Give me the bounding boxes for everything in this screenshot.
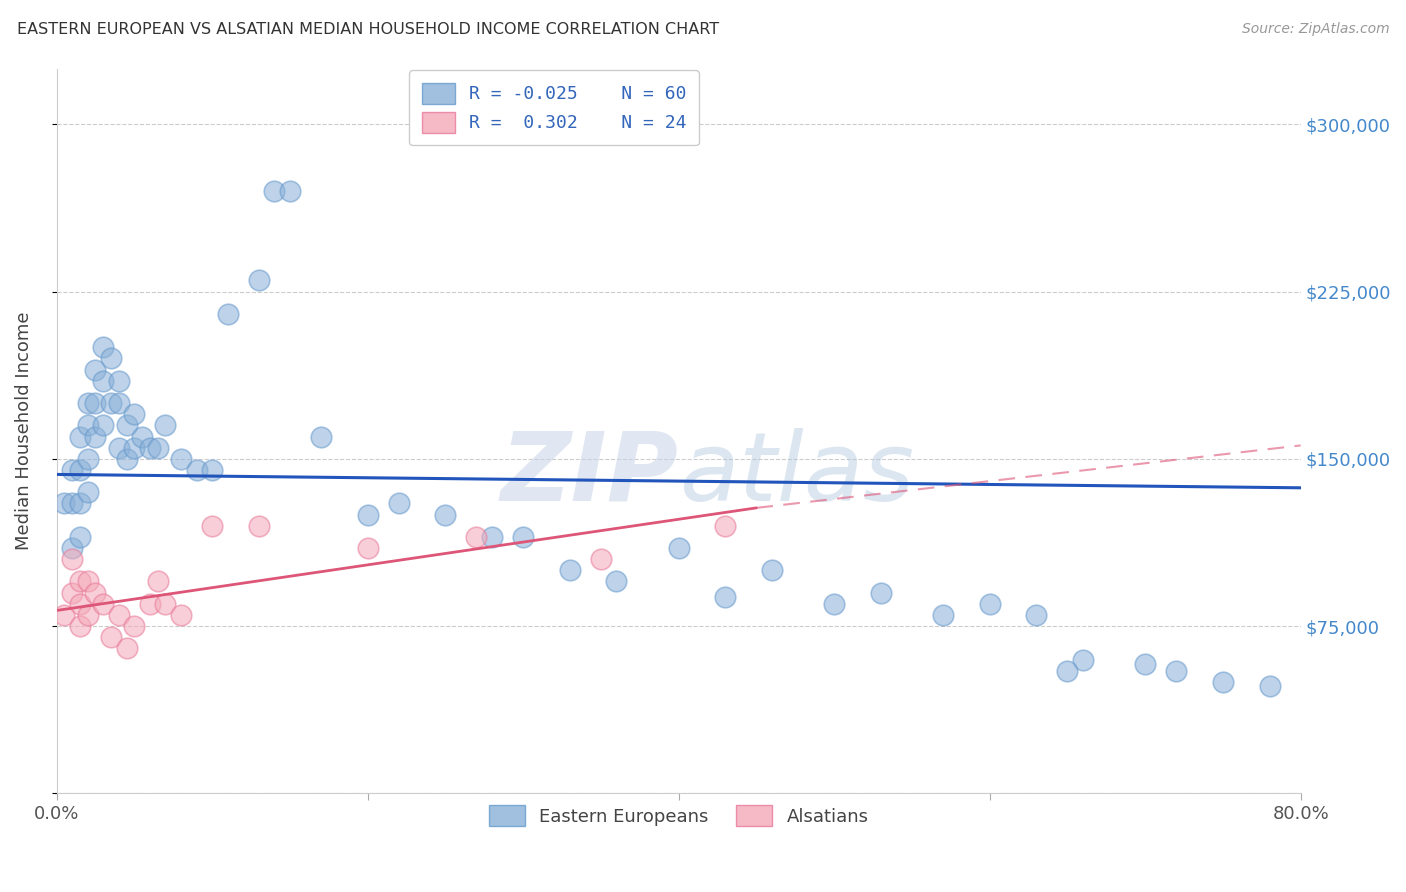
Point: [247, 518, 270, 533]
Point: [53, 607, 76, 622]
Point: [76, 396, 98, 410]
Point: [60, 463, 83, 477]
Point: [84, 362, 107, 376]
Point: [69, 463, 91, 477]
Point: [1025, 607, 1047, 622]
Point: [1258, 679, 1281, 693]
Point: [115, 641, 138, 656]
Point: [84, 429, 107, 443]
Point: [589, 552, 612, 566]
Point: [139, 597, 162, 611]
Point: [108, 374, 131, 388]
Point: [201, 463, 224, 477]
Point: [76, 574, 98, 589]
Point: [108, 607, 131, 622]
Point: [69, 574, 91, 589]
Point: [388, 496, 411, 510]
Point: [91, 597, 114, 611]
Point: [558, 563, 581, 577]
Point: [60, 585, 83, 599]
Y-axis label: Median Household Income: Median Household Income: [15, 311, 32, 550]
Point: [155, 597, 177, 611]
Point: [91, 340, 114, 354]
Point: [91, 418, 114, 433]
Point: [69, 597, 91, 611]
Point: [115, 451, 138, 466]
Point: [247, 273, 270, 287]
Point: [714, 518, 737, 533]
Point: [108, 396, 131, 410]
Point: [139, 441, 162, 455]
Point: [84, 585, 107, 599]
Point: [714, 590, 737, 604]
Point: [100, 396, 122, 410]
Point: [481, 530, 503, 544]
Point: [1056, 664, 1078, 678]
Point: [979, 597, 1001, 611]
Point: [186, 463, 208, 477]
Point: [131, 429, 153, 443]
Point: [605, 574, 627, 589]
Point: [60, 496, 83, 510]
Point: [1212, 674, 1234, 689]
Point: [91, 374, 114, 388]
Text: ZIP: ZIP: [501, 428, 679, 521]
Point: [201, 518, 224, 533]
Point: [84, 396, 107, 410]
Point: [465, 530, 488, 544]
Point: [60, 541, 83, 555]
Point: [124, 619, 146, 633]
Point: [124, 441, 146, 455]
Point: [1133, 657, 1156, 671]
Point: [1071, 652, 1094, 666]
Point: [100, 630, 122, 644]
Legend: Eastern Europeans, Alsatians: Eastern Europeans, Alsatians: [479, 797, 877, 835]
Text: atlas: atlas: [679, 428, 914, 521]
Point: [69, 496, 91, 510]
Point: [434, 508, 457, 522]
Point: [1166, 664, 1188, 678]
Point: [668, 541, 690, 555]
Point: [155, 418, 177, 433]
Point: [69, 530, 91, 544]
Point: [60, 552, 83, 566]
Point: [69, 429, 91, 443]
Point: [76, 607, 98, 622]
Point: [309, 429, 332, 443]
Point: [356, 508, 378, 522]
Point: [761, 563, 783, 577]
Point: [108, 441, 131, 455]
Point: [356, 541, 378, 555]
Point: [124, 407, 146, 421]
Point: [869, 585, 891, 599]
Point: [217, 307, 239, 321]
Point: [146, 574, 169, 589]
Point: [823, 597, 845, 611]
Point: [170, 451, 193, 466]
Point: [53, 496, 76, 510]
Point: [76, 418, 98, 433]
Point: [76, 451, 98, 466]
Point: [115, 418, 138, 433]
Point: [932, 607, 955, 622]
Point: [512, 530, 534, 544]
Text: EASTERN EUROPEAN VS ALSATIAN MEDIAN HOUSEHOLD INCOME CORRELATION CHART: EASTERN EUROPEAN VS ALSATIAN MEDIAN HOUS…: [17, 22, 718, 37]
Point: [263, 184, 285, 198]
Point: [170, 607, 193, 622]
Text: Source: ZipAtlas.com: Source: ZipAtlas.com: [1241, 22, 1389, 37]
Point: [69, 619, 91, 633]
Point: [100, 351, 122, 366]
Point: [76, 485, 98, 500]
Point: [278, 184, 301, 198]
Point: [146, 441, 169, 455]
